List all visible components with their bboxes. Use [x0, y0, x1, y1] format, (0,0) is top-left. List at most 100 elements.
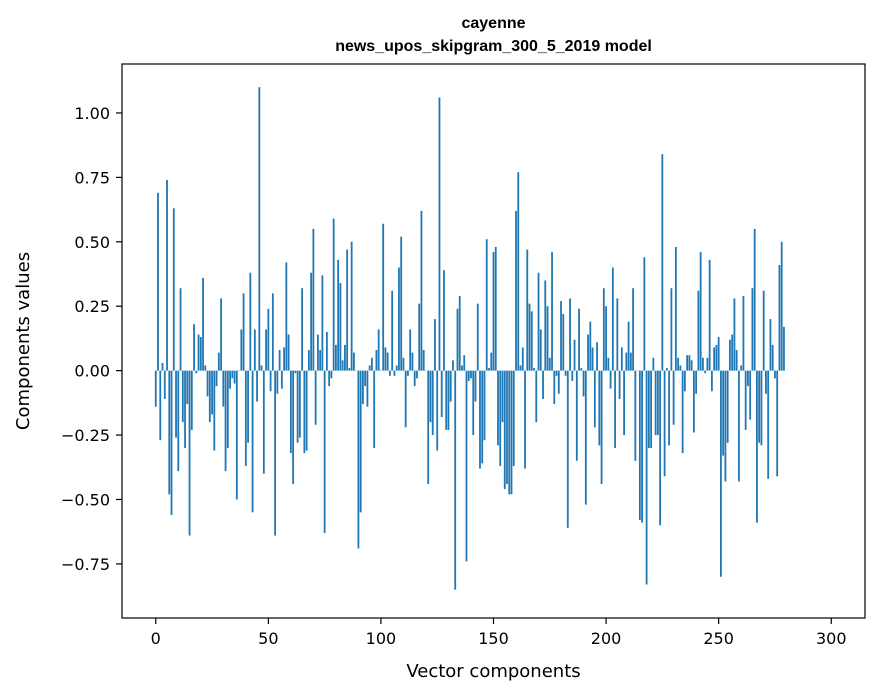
bar-226: [663, 370, 666, 477]
bar-156: [506, 370, 508, 485]
chart-subtitle: news_upos_skipgram_300_5_2019 model: [335, 38, 652, 55]
bar-136: [461, 365, 463, 371]
bar-147: [485, 239, 488, 371]
bar-173: [544, 280, 547, 371]
bar-189: [580, 368, 583, 371]
bar-239: [692, 370, 695, 433]
bar-86: [348, 368, 351, 371]
bar-85: [346, 249, 349, 371]
bar-202: [609, 370, 612, 389]
x-tick-label: 0: [151, 629, 161, 648]
bar-62: [294, 370, 297, 374]
bar-127: [440, 370, 443, 418]
bar-210: [627, 321, 630, 371]
bar-171: [539, 329, 542, 371]
bar-104: [389, 370, 391, 376]
bar-94: [366, 370, 369, 407]
bar-263: [747, 370, 749, 387]
bar-11: [179, 288, 182, 371]
bar-148: [488, 368, 490, 371]
bar-126: [438, 97, 441, 371]
bar-108: [398, 267, 400, 371]
bar-33: [229, 370, 231, 389]
bar-197: [598, 370, 601, 446]
bar-93: [364, 370, 367, 387]
bar-146: [483, 370, 486, 441]
bar-174: [546, 306, 549, 371]
bar-110: [402, 357, 405, 371]
bar-117: [418, 303, 421, 371]
bar-179: [557, 370, 560, 394]
bar-92: [362, 370, 364, 405]
bar-6: [168, 370, 171, 495]
bar-249: [715, 344, 718, 371]
bar-194: [591, 347, 594, 371]
bar-12: [181, 370, 184, 423]
bar-78: [330, 370, 333, 379]
bar-223: [656, 370, 659, 436]
bar-55: [278, 350, 281, 371]
bar-205: [616, 298, 619, 371]
bar-60: [289, 370, 292, 454]
x-axis-ticks: 0 50 100 150 200 250 300: [151, 618, 847, 648]
bar-153: [499, 370, 502, 466]
bar-20: [199, 337, 202, 371]
bar-57: [283, 347, 286, 371]
bar-109: [400, 236, 403, 371]
bar-70: [312, 228, 315, 371]
bar-185: [571, 370, 574, 381]
bar-112: [407, 370, 409, 376]
bar-46: [258, 87, 261, 371]
bar-140: [470, 370, 472, 379]
bar-177: [553, 370, 556, 405]
bar-182: [564, 370, 567, 376]
bar-30: [222, 370, 225, 407]
bar-207: [620, 347, 623, 371]
bar-133: [454, 370, 457, 590]
bar-211: [629, 352, 632, 371]
y-tick-label: 0.75: [74, 168, 110, 187]
bar-137: [463, 355, 466, 371]
bar-166: [528, 303, 531, 371]
bar-79: [332, 218, 335, 371]
bar-213: [634, 370, 637, 461]
bar-277: [778, 264, 781, 371]
bar-3: [161, 362, 164, 371]
bar-267: [756, 370, 758, 523]
bar-273: [769, 319, 772, 371]
bar-15: [188, 370, 191, 536]
bar-266: [753, 228, 756, 371]
bar-190: [582, 370, 585, 397]
bar-36: [235, 370, 238, 500]
bar-155: [503, 370, 506, 490]
bar-10: [177, 370, 180, 472]
bar-67: [305, 370, 308, 451]
bar-21: [202, 277, 204, 371]
bar-222: [654, 370, 657, 436]
bar-149: [490, 352, 493, 371]
bar-192: [587, 334, 589, 371]
bar-254: [726, 370, 729, 443]
bar-253: [724, 370, 727, 482]
bar-218: [645, 370, 648, 585]
bar-227: [665, 368, 668, 371]
bar-236: [686, 355, 689, 371]
bar-198: [600, 370, 603, 485]
bar-251: [720, 370, 722, 577]
bar-51: [269, 370, 272, 392]
bar-275: [774, 370, 776, 379]
bar-228: [668, 370, 671, 446]
bar-243: [701, 357, 704, 371]
x-tick-label: 100: [366, 629, 397, 648]
bar-209: [625, 352, 628, 371]
bar-196: [596, 342, 598, 371]
bar-83: [341, 360, 344, 371]
bar-34: [231, 370, 234, 379]
y-tick-label: −0.75: [61, 555, 110, 574]
bar-98: [375, 350, 378, 371]
bar-224: [659, 370, 662, 526]
x-tick-label: 300: [816, 629, 847, 648]
bar-82: [339, 283, 342, 371]
bar-29: [220, 298, 222, 371]
bar-84: [344, 344, 346, 371]
